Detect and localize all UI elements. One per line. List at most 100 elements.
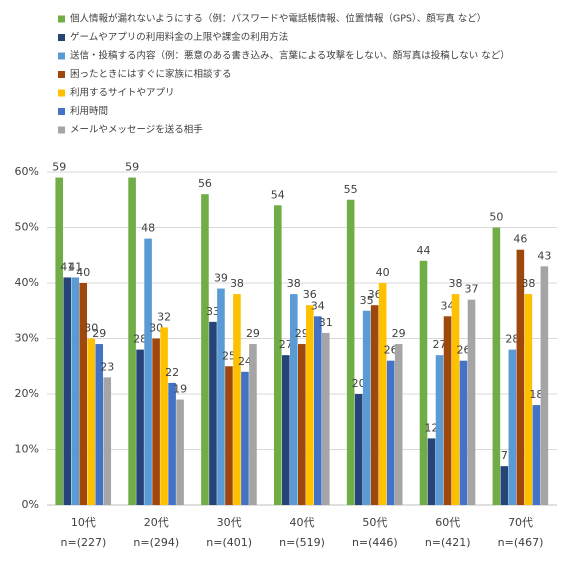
data-label: 38	[230, 277, 244, 290]
data-label: 38	[449, 277, 463, 290]
y-tick-label: 20%	[15, 387, 39, 400]
bar	[370, 305, 379, 505]
legend-swatch	[58, 108, 65, 115]
legend-label: メールやメッセージを送る相手	[70, 124, 203, 136]
data-label: 7	[501, 449, 508, 462]
x-tick-label: 30代	[217, 516, 242, 529]
data-label: 29	[246, 327, 260, 340]
bar	[136, 349, 144, 505]
bar	[492, 227, 501, 505]
y-tick-label: 60%	[15, 165, 39, 178]
bar	[144, 238, 152, 505]
data-label: 40	[76, 266, 90, 279]
data-label: 35	[360, 294, 374, 307]
legend-label: 個人情報が漏れないようにする（例：パスワードや電話帳情報、位置情報（GPS）、顔…	[70, 13, 486, 25]
data-label: 18	[529, 388, 543, 401]
x-tick-label: 60代	[435, 516, 460, 529]
bar	[176, 399, 184, 505]
legend-label: 利用時間	[70, 105, 108, 117]
y-tick-label: 30%	[15, 332, 39, 345]
bar	[63, 277, 72, 505]
data-label: 23	[100, 360, 114, 373]
x-tick-label: 20代	[144, 516, 169, 529]
data-label: 59	[125, 161, 139, 174]
bar	[160, 327, 168, 505]
bar	[87, 338, 96, 505]
bar	[233, 294, 241, 505]
data-label: 12	[425, 421, 439, 434]
data-label: 26	[457, 344, 471, 357]
data-label: 30	[149, 322, 163, 335]
x-sample-label: n=(519)	[279, 536, 325, 549]
legend-swatch	[58, 71, 65, 78]
y-tick-label: 40%	[15, 276, 39, 289]
data-label: 31	[319, 316, 333, 329]
x-sample-label: n=(401)	[206, 536, 252, 549]
legend-label: ゲームやアプリの利用料金の上限や課金の利用方法	[70, 31, 288, 43]
data-label: 20	[352, 377, 366, 390]
bar	[225, 366, 233, 505]
data-label: 50	[489, 211, 503, 224]
bar	[314, 316, 322, 505]
legend-swatch	[58, 15, 65, 23]
bar	[443, 316, 452, 505]
data-label: 28	[133, 333, 147, 346]
bar	[394, 344, 403, 505]
bar	[168, 382, 176, 505]
bar	[241, 371, 249, 505]
bar	[386, 360, 395, 505]
bar	[362, 310, 371, 505]
bar	[451, 294, 460, 505]
bar	[152, 338, 160, 505]
data-label: 48	[141, 222, 155, 235]
data-label: 44	[417, 244, 431, 257]
legend-swatch	[58, 52, 65, 60]
data-label: 33	[206, 305, 220, 318]
bar	[540, 266, 549, 505]
data-label: 25	[222, 349, 236, 362]
x-sample-label: n=(421)	[425, 536, 471, 549]
bar	[346, 199, 355, 505]
x-tick-label: 10代	[71, 516, 96, 529]
bar	[532, 405, 541, 505]
bar	[201, 194, 209, 505]
data-label: 29	[392, 327, 406, 340]
data-label: 46	[513, 233, 527, 246]
y-tick-label: 10%	[15, 443, 39, 456]
data-label: 38	[287, 277, 301, 290]
x-sample-label: n=(467)	[498, 536, 544, 549]
data-label: 59	[52, 161, 66, 174]
bar	[467, 299, 476, 505]
data-label: 41	[60, 260, 74, 273]
bar	[249, 344, 257, 505]
bar	[322, 332, 330, 505]
data-label: 24	[238, 355, 252, 368]
bar	[282, 355, 290, 505]
data-label: 43	[537, 249, 551, 262]
x-tick-label: 50代	[362, 516, 387, 529]
legend-swatch	[58, 126, 65, 134]
legend-swatch	[58, 34, 65, 41]
x-tick-label: 70代	[508, 516, 533, 529]
legend-label: 送信・投稿する内容（例：悪意のある書き込み、言葉による攻撃をしない、顔写真は投稿…	[70, 50, 510, 62]
bar	[71, 277, 80, 505]
bar	[459, 360, 468, 505]
bar	[508, 349, 517, 505]
bar	[378, 283, 387, 505]
data-label: 36	[368, 288, 382, 301]
data-label: 26	[384, 344, 398, 357]
bar	[524, 294, 533, 505]
bar	[128, 177, 136, 506]
legend-label: 困ったときにはすぐに家族に相談する	[70, 68, 232, 80]
bar	[103, 377, 112, 505]
data-label: 41	[68, 260, 82, 273]
data-label: 29	[295, 327, 309, 340]
bar	[419, 260, 428, 505]
data-label: 29	[92, 327, 106, 340]
legend-label: 利用するサイトやアプリ	[70, 87, 175, 99]
data-label: 54	[271, 188, 285, 201]
x-tick-label: 40代	[290, 516, 315, 529]
data-label: 19	[173, 383, 187, 396]
data-label: 27	[279, 338, 293, 351]
